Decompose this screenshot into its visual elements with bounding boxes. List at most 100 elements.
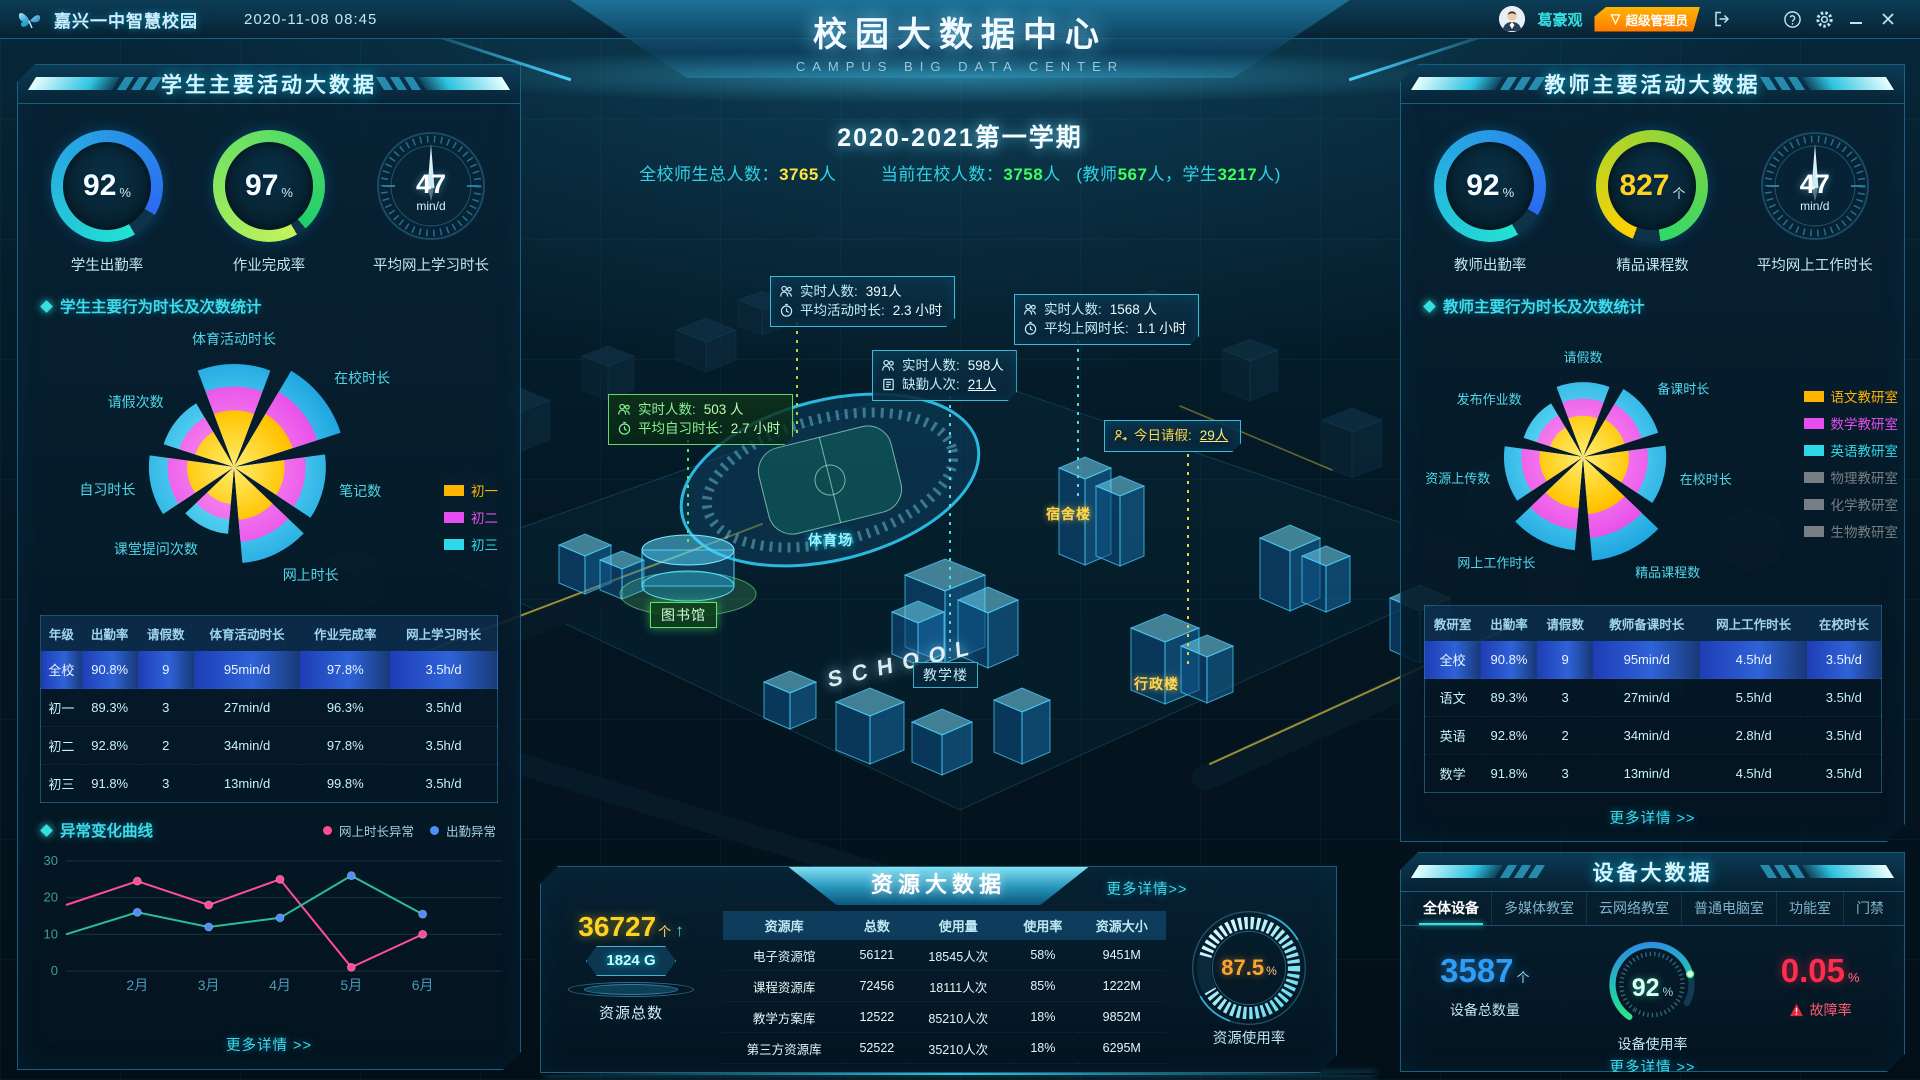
svg-text:发布作业数: 发布作业数: [1457, 392, 1522, 407]
line-chart-legend: 网上时长异常 出勤异常: [323, 821, 496, 840]
legend-item[interactable]: 物理教研室: [1804, 467, 1899, 487]
legend-item[interactable]: 初一: [444, 480, 498, 500]
admin-building-label[interactable]: 行政楼: [1134, 676, 1179, 692]
legend-item[interactable]: 生物教研室: [1804, 521, 1899, 541]
diamond-icon: [1423, 300, 1436, 313]
student-panel-title: 学生主要活动大数据: [161, 74, 377, 97]
minimize-icon[interactable]: [1846, 9, 1866, 29]
help-icon[interactable]: [1782, 9, 1802, 29]
svg-text:在校时长: 在校时长: [1680, 472, 1732, 487]
segmented-ring-graphic: [1184, 907, 1314, 1029]
svg-text:课堂提问次数: 课堂提问次数: [114, 541, 198, 557]
svg-text:精品课程数: 精品课程数: [1635, 565, 1700, 580]
rose-section-title: 学生主要行为时长及次数统计: [42, 295, 520, 317]
svg-text:请假数: 请假数: [1563, 350, 1602, 365]
person-leave-icon: [1113, 428, 1128, 443]
header-decoration: [1415, 865, 1541, 878]
tab-door-access[interactable]: 门禁: [1856, 900, 1884, 916]
library-callout[interactable]: 实时人数: 503 人 平均自习时长: 2.7 小时: [608, 394, 793, 445]
legend-item[interactable]: 网上时长异常: [323, 821, 414, 840]
legend-item[interactable]: 英语教研室: [1804, 440, 1899, 460]
teacher-stats-table: 教研室 出勤率 请假数 教师备课时长 网上工作时长 在校时长 全校 90.8% 9 95mi…: [1424, 605, 1882, 793]
page-title: 校园大数据中心: [813, 16, 1107, 54]
table-row: 英语 92.8% 2 34min/d 2.8h/d 3.5h/d: [1424, 717, 1881, 755]
dorm-label[interactable]: 宿舍楼: [1046, 506, 1091, 522]
teaching-building-label[interactable]: 教学楼: [913, 662, 978, 688]
device-total: 3587 个 设备总数量: [1440, 952, 1530, 1018]
table-row: 第三方资源库 52522 35210人次 18% 6295M: [723, 1033, 1166, 1064]
warning-icon: [1789, 1003, 1804, 1017]
header-decoration: [1764, 77, 1890, 90]
homework-completion-gauge: 97% 作业完成率: [193, 130, 345, 275]
table-row: 数学 91.8% 3 13min/d 4.5h/d 3.5h/d: [1424, 755, 1881, 793]
device-tabs: 全体设备 多媒体教室 云网络教室 普通电脑室 功能室 门禁: [1401, 892, 1904, 926]
resource-total: 36727 个 ↑ 1824 G 资源总数: [547, 911, 715, 1023]
svg-text:2月: 2月: [126, 977, 148, 993]
legend-item[interactable]: 出勤异常: [430, 821, 496, 840]
svg-text:请假次数: 请假次数: [108, 394, 164, 410]
close-icon[interactable]: [1878, 9, 1898, 29]
table-row: 课程资源库 72456 18111人次 85% 1222M: [723, 971, 1166, 1002]
library-label[interactable]: 图书馆: [650, 602, 717, 628]
teacher-panel: 教师主要活动大数据 92% 教师出勤率 827 个 精品课程数: [1400, 64, 1905, 842]
tab-pc-rooms[interactable]: 普通电脑室: [1682, 892, 1777, 925]
legend-item[interactable]: 语文教研室: [1804, 386, 1899, 406]
legend-item[interactable]: 初三: [444, 534, 498, 554]
user-avatar[interactable]: [1499, 6, 1526, 32]
svg-text:10: 10: [44, 926, 58, 941]
datetime: 2020-11-08 08:45: [244, 10, 378, 28]
svg-text:笔记数: 笔记数: [339, 483, 381, 499]
stadium-callout[interactable]: 实时人数: 391人 平均活动时长: 2.3 小时: [770, 276, 955, 327]
settings-gear-icon[interactable]: [1814, 9, 1834, 29]
legend-item[interactable]: 数学教研室: [1804, 413, 1899, 433]
table-row: 全校 90.8% 9 95min/d 4.5h/d 3.5h/d: [1424, 641, 1881, 679]
table-row: 初二 92.8% 2 34min/d 97.8% 3.5h/d: [41, 727, 498, 765]
page-title-block: 校园大数据中心 CAMPUS BIG DATA CENTER: [570, 0, 1350, 78]
teacher-more-link[interactable]: 更多详情 >>: [1609, 811, 1696, 827]
teaching-building-callout[interactable]: 实时人数: 598人 缺勤人次: 21人: [872, 350, 1017, 401]
header-decoration: [380, 77, 506, 90]
header-decoration: [32, 77, 158, 90]
semester-title: 2020-2021第一学期: [837, 124, 1083, 152]
resource-more-link[interactable]: 更多详情>>: [1106, 882, 1188, 898]
page-subtitle: CAMPUS BIG DATA CENTER: [795, 59, 1125, 74]
butterfly-logo-icon: [16, 7, 44, 31]
student-online-study-gauge: 47 min/d 平均网上学习时长: [355, 130, 507, 275]
user-name: 葛豪观: [1537, 11, 1583, 29]
bottom-edge-glow: [545, 1073, 1375, 1075]
school-stats: 全校师生总人数：3765人 当前在校人数：3758人 (教师567人，学生321…: [639, 165, 1281, 184]
clock-icon: [779, 303, 794, 318]
header-decoration: [1764, 865, 1890, 878]
svg-text:20: 20: [44, 890, 58, 905]
svg-text:备课时长: 备课时长: [1657, 382, 1709, 397]
header-decoration: [1415, 77, 1541, 90]
legend-item[interactable]: 初二: [444, 507, 498, 527]
logout-icon[interactable]: [1712, 9, 1732, 29]
tab-multimedia-rooms[interactable]: 多媒体教室: [1492, 892, 1587, 925]
dorm-callout[interactable]: 实时人数: 1568 人 平均上网时长: 1.1 小时: [1014, 294, 1199, 345]
stadium-label[interactable]: 体育场: [808, 532, 853, 548]
teacher-panel-title: 教师主要活动大数据: [1544, 74, 1761, 97]
legend-item[interactable]: 化学教研室: [1804, 494, 1899, 514]
svg-text:自习时长: 自习时长: [79, 482, 135, 498]
table-header-row: 年级 出勤率 请假数 体育活动时长 作业完成率 网上学习时长: [41, 616, 498, 652]
student-more-link[interactable]: 更多详情 >>: [226, 1038, 312, 1054]
library-graphic: [619, 534, 757, 617]
student-stats-table: 年级 出勤率 请假数 体育活动时长 作业完成率 网上学习时长 全校 90.8% 9 95mi…: [40, 615, 498, 803]
anomaly-line-chart: 0 10 20 30 2月 3月 4月 5月 6月: [30, 845, 508, 995]
rose-legend: 语文教研室数学教研室英语教研室物理教研室化学教研室生物教研室: [1804, 379, 1899, 548]
table-row: 初一 89.3% 3 27min/d 96.3% 3.5h/d: [41, 689, 498, 727]
up-arrow-icon: ↑: [675, 921, 684, 940]
tab-all-devices[interactable]: 全体设备: [1411, 892, 1492, 925]
tab-function-rooms[interactable]: 功能室: [1777, 892, 1844, 925]
device-fault-rate: 0.05% 故障率: [1780, 952, 1860, 1018]
tab-cloud-network-rooms[interactable]: 云网络教室: [1587, 892, 1682, 925]
total-people-count: 3765: [779, 165, 819, 184]
resource-panel: 资源大数据 更多详情>> 36727 个 ↑ 1824 G 资源总数 资源库 总数 使…: [540, 866, 1337, 1073]
leave-today-callout[interactable]: 今日请假: 29人: [1104, 420, 1241, 452]
id-card-icon: [881, 377, 896, 392]
table-row: 教学方案库 12522 85210人次 18% 9852M: [723, 1002, 1166, 1033]
school-name: 嘉兴一中智慧校园: [54, 11, 198, 31]
